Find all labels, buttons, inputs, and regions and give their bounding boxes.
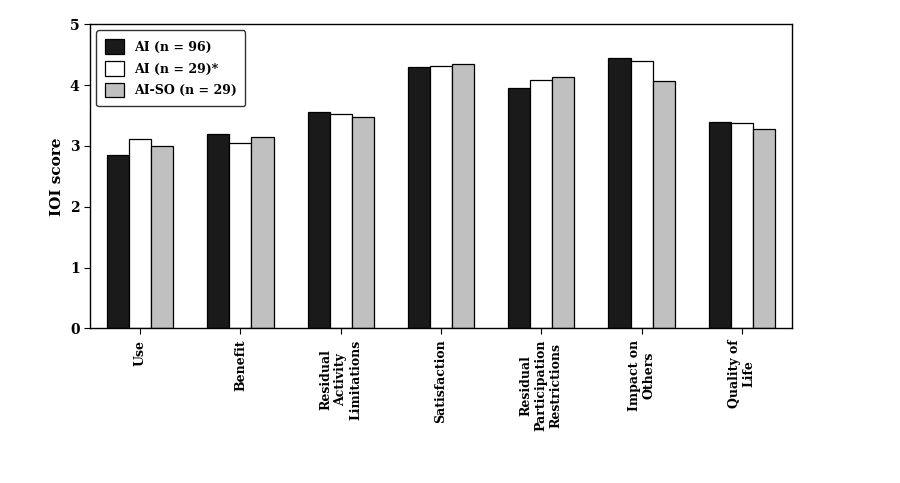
Legend: AI (n = 96), AI (n = 29)*, AI-SO (n = 29): AI (n = 96), AI (n = 29)*, AI-SO (n = 29… xyxy=(96,30,246,106)
Bar xyxy=(308,113,329,328)
Bar xyxy=(408,67,430,328)
Bar xyxy=(129,139,151,328)
Bar xyxy=(207,134,230,328)
Bar xyxy=(553,77,574,328)
Bar xyxy=(151,146,173,328)
Bar xyxy=(608,57,631,328)
Bar xyxy=(652,81,675,328)
Bar xyxy=(709,122,731,328)
Bar xyxy=(508,88,530,328)
Bar xyxy=(107,155,129,328)
Bar xyxy=(631,61,652,328)
Bar xyxy=(530,80,553,328)
Bar xyxy=(329,114,352,328)
Bar xyxy=(452,64,474,328)
Bar xyxy=(352,117,374,328)
Bar xyxy=(753,129,775,328)
Bar xyxy=(230,143,251,328)
Bar xyxy=(430,66,452,328)
Y-axis label: IOI score: IOI score xyxy=(50,137,64,215)
Bar xyxy=(251,137,274,328)
Bar xyxy=(731,123,753,328)
